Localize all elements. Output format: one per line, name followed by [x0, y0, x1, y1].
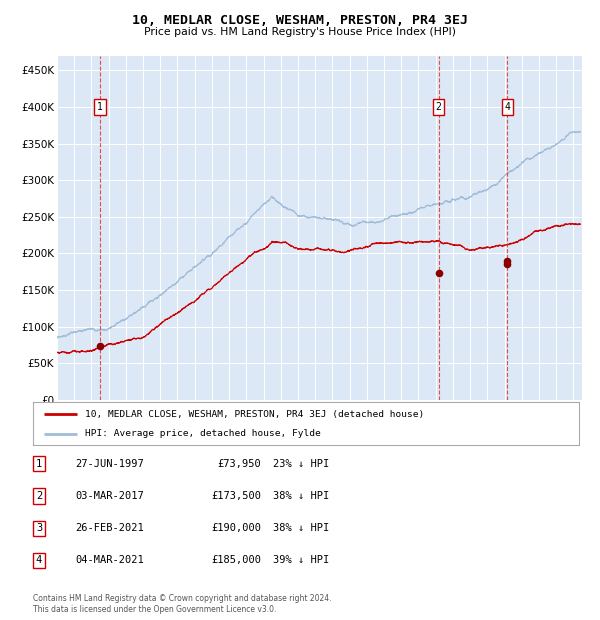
- Text: 4: 4: [36, 556, 42, 565]
- Text: 03-MAR-2017: 03-MAR-2017: [75, 491, 144, 501]
- Text: 39% ↓ HPI: 39% ↓ HPI: [273, 556, 329, 565]
- Text: £190,000: £190,000: [211, 523, 261, 533]
- Text: 2: 2: [436, 102, 442, 112]
- Text: 10, MEDLAR CLOSE, WESHAM, PRESTON, PR4 3EJ: 10, MEDLAR CLOSE, WESHAM, PRESTON, PR4 3…: [132, 14, 468, 27]
- Text: 27-JUN-1997: 27-JUN-1997: [75, 459, 144, 469]
- Text: 38% ↓ HPI: 38% ↓ HPI: [273, 491, 329, 501]
- Text: 1: 1: [36, 459, 42, 469]
- Text: £173,500: £173,500: [211, 491, 261, 501]
- Text: 23% ↓ HPI: 23% ↓ HPI: [273, 459, 329, 469]
- Text: 2: 2: [36, 491, 42, 501]
- Text: HPI: Average price, detached house, Fylde: HPI: Average price, detached house, Fyld…: [85, 430, 320, 438]
- Text: Contains HM Land Registry data © Crown copyright and database right 2024.: Contains HM Land Registry data © Crown c…: [33, 593, 331, 603]
- Text: 04-MAR-2021: 04-MAR-2021: [75, 556, 144, 565]
- Text: 26-FEB-2021: 26-FEB-2021: [75, 523, 144, 533]
- Text: This data is licensed under the Open Government Licence v3.0.: This data is licensed under the Open Gov…: [33, 604, 277, 614]
- Text: £185,000: £185,000: [211, 556, 261, 565]
- Text: 3: 3: [36, 523, 42, 533]
- Text: Price paid vs. HM Land Registry's House Price Index (HPI): Price paid vs. HM Land Registry's House …: [144, 27, 456, 37]
- Text: 4: 4: [505, 102, 511, 112]
- Text: 10, MEDLAR CLOSE, WESHAM, PRESTON, PR4 3EJ (detached house): 10, MEDLAR CLOSE, WESHAM, PRESTON, PR4 3…: [85, 410, 424, 418]
- Text: 1: 1: [97, 102, 103, 112]
- Text: £73,950: £73,950: [217, 459, 261, 469]
- Text: 38% ↓ HPI: 38% ↓ HPI: [273, 523, 329, 533]
